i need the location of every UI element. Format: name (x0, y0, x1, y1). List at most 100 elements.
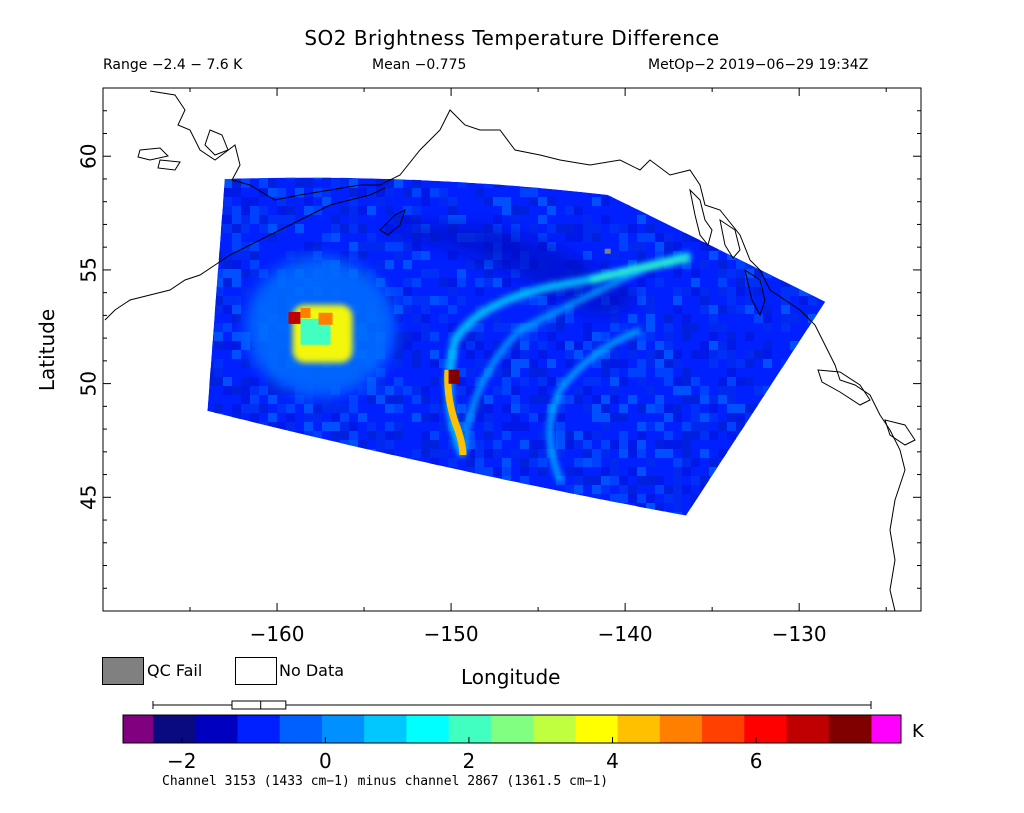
swath-pixel (214, 287, 223, 296)
swath-pixel (763, 350, 772, 359)
swath-pixel (673, 350, 682, 359)
y-axis: 45 50 55 60 (77, 87, 921, 589)
swath-pixel (421, 395, 430, 404)
swath-pixel (331, 215, 340, 224)
swath-pixel (232, 251, 241, 260)
swath-pixel (511, 323, 520, 332)
swath-pixel (745, 278, 754, 287)
swath-pixel (349, 242, 358, 251)
swath-pixel (700, 395, 709, 404)
swath-pixel (628, 440, 637, 449)
swath-pixel (268, 377, 277, 386)
swath-pixel (601, 413, 610, 422)
x-tick-label: −130 (772, 622, 827, 646)
swath-pixel (655, 251, 664, 260)
swath-pixel (646, 359, 655, 368)
swath-pixel (367, 269, 376, 278)
swath-pixel (556, 404, 565, 413)
swath-pixel (565, 206, 574, 215)
swath-pixel (736, 422, 745, 431)
swath-pixel (214, 368, 223, 377)
swath-pixel (682, 467, 691, 476)
swath-pixel (484, 404, 493, 413)
coastline-segment (689, 188, 713, 247)
swath-pixel (538, 395, 547, 404)
swath-pixel (538, 440, 547, 449)
swath-pixel (619, 485, 628, 494)
swath-pixel (664, 494, 673, 503)
swath-pixel (637, 404, 646, 413)
swath-pixel (385, 386, 394, 395)
swath-pixel (376, 386, 385, 395)
swath-pixel (754, 278, 763, 287)
swath-pixel (268, 422, 277, 431)
swath-pixel (304, 242, 313, 251)
swath-pixel (673, 296, 682, 305)
swath-pixel (493, 467, 502, 476)
swath-pixel (349, 197, 358, 206)
plume-warm-pixel (300, 307, 311, 318)
swath-pixel (412, 395, 421, 404)
swath-pixel (385, 449, 394, 458)
swath-pixel (241, 206, 250, 215)
swath-pixel (376, 431, 385, 440)
swath-pixel (511, 206, 520, 215)
swath-pixel (673, 467, 682, 476)
swath-pixel (682, 323, 691, 332)
swath-pixel (394, 287, 403, 296)
swath-pixel (682, 233, 691, 242)
swath-pixel (592, 395, 601, 404)
swath-pixel (358, 242, 367, 251)
swath-pixel (232, 188, 241, 197)
swath-pixel (207, 377, 214, 386)
swath-pixel (367, 377, 376, 386)
swath-pixel (412, 332, 421, 341)
swath-pixel (556, 440, 565, 449)
swath-pixel (232, 305, 241, 314)
swath-pixel (421, 197, 430, 206)
swath-pixel (529, 413, 538, 422)
swath-pixel (430, 449, 439, 458)
swath-pixel (610, 323, 619, 332)
swath-pixel (250, 206, 259, 215)
swath-pixel (628, 242, 637, 251)
swath-pixel (232, 233, 241, 242)
swath-pixel (520, 440, 529, 449)
swath-pixel (574, 341, 583, 350)
swath-pixel (583, 224, 592, 233)
coastline-segment (744, 268, 766, 317)
coastline-segment (379, 209, 406, 236)
swath-pixel (484, 413, 493, 422)
swath-pixel (646, 224, 655, 233)
swath-pixel (502, 377, 511, 386)
swath-pixel (511, 422, 520, 431)
swath-pixel (628, 260, 637, 269)
swath-pixel (601, 332, 610, 341)
swath-pixel (574, 233, 583, 242)
swath-pixel (457, 422, 466, 431)
swath-pixel (736, 377, 745, 386)
swath-pixel (646, 233, 655, 242)
swath-pixel (466, 323, 475, 332)
swath-pixel (691, 287, 700, 296)
swath-pixel (223, 197, 232, 206)
swath-pixel (232, 278, 241, 287)
swath-pixel (511, 359, 520, 368)
swath-pixel (691, 350, 700, 359)
swath-pixel (385, 440, 394, 449)
swath-pixel (709, 467, 718, 476)
swath-pixel (601, 395, 610, 404)
swath-pixel (223, 269, 232, 278)
swath-pixel (250, 377, 259, 386)
swath-pixel (466, 350, 475, 359)
swath-pixel (718, 323, 727, 332)
swath-pixel (646, 296, 655, 305)
swath-pixel (448, 197, 457, 206)
swath-pixel (619, 224, 628, 233)
swath-pixel (727, 395, 736, 404)
swath-pixel (349, 251, 358, 260)
swath-pixel (601, 485, 610, 494)
swath-pixel (376, 260, 385, 269)
x-tick-label: −160 (250, 622, 305, 646)
colorbar-segment (659, 715, 703, 743)
